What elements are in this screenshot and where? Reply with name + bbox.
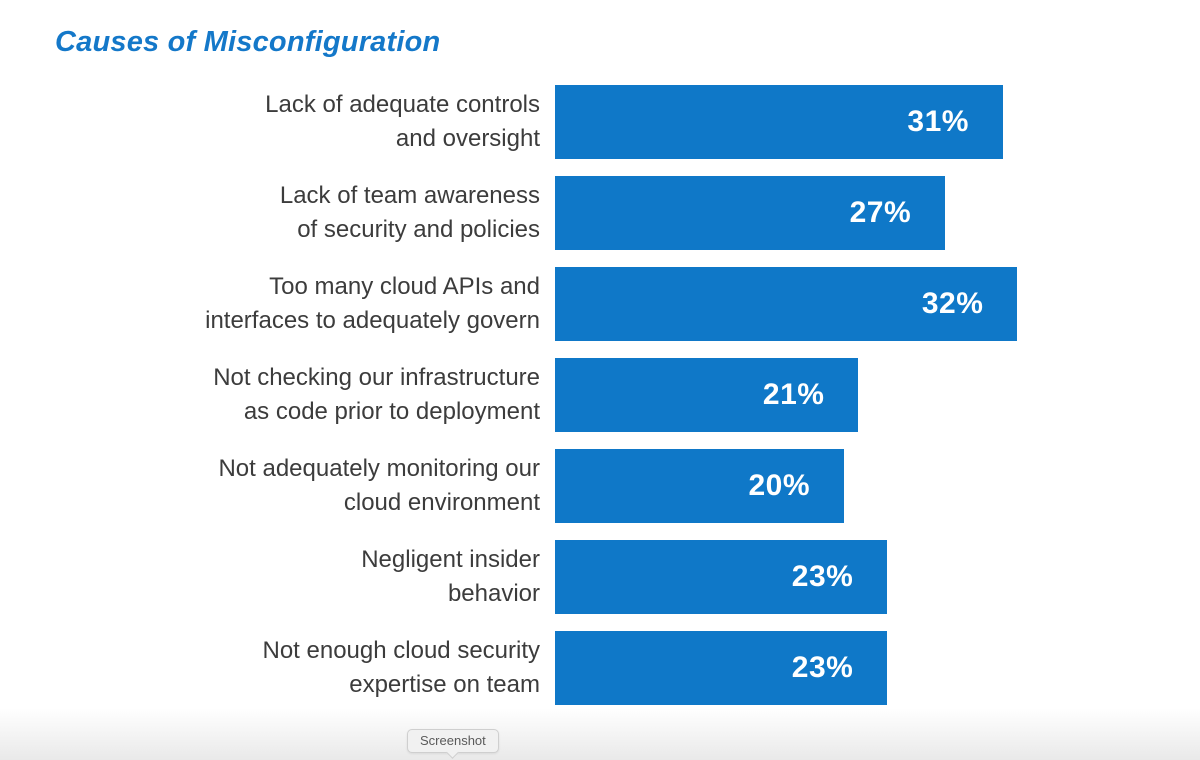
bar: 23% — [555, 631, 888, 705]
category-label: Negligent insider behavior — [0, 540, 555, 614]
bar-value-label: 32% — [921, 287, 984, 320]
category-label-line: Not checking our infrastructure — [213, 364, 540, 391]
bar-value-label: 27% — [849, 196, 912, 229]
bar: 23% — [555, 540, 888, 614]
bar-row: Lack of team awareness of security and po… — [0, 176, 1200, 250]
bar-row: Not adequately monitoring our cloud envir… — [0, 449, 1200, 523]
category-label: Not enough cloud security expertise on te… — [0, 631, 555, 705]
bar-row: Not checking our infrastructure as code p… — [0, 358, 1200, 432]
bar-row: Negligent insider behavior 23% — [0, 540, 1200, 614]
bar: 27% — [555, 176, 946, 250]
category-label-line: as code prior to deployment — [243, 398, 540, 425]
bar: 20% — [555, 449, 844, 523]
category-label-line: expertise on team — [349, 671, 540, 698]
screenshot-tooltip-label: Screenshot — [420, 733, 486, 748]
category-label: Not checking our infrastructure as code p… — [0, 358, 555, 432]
bar-chart: Lack of adequate controls and oversight 3… — [0, 85, 1200, 705]
category-label-line: behavior — [447, 580, 540, 607]
bar: 21% — [555, 358, 859, 432]
category-label: Lack of adequate controls and oversight — [0, 85, 555, 159]
category-label-line: of security and policies — [297, 216, 540, 243]
bar-area: 31% — [555, 85, 1200, 159]
category-label-line: Lack of team awareness — [279, 182, 540, 209]
bar-area: 23% — [555, 540, 1200, 614]
bar-area: 32% — [555, 267, 1200, 341]
bar-value-label: 31% — [907, 105, 969, 138]
bar-area: 23% — [555, 631, 1200, 705]
category-label-line: Lack of adequate controls — [265, 91, 540, 118]
category-label-line: interfaces to adequately govern — [205, 307, 540, 334]
category-label: Too many cloud APIs and interfaces to ade… — [0, 267, 555, 341]
bar-row: Not enough cloud security expertise on te… — [0, 631, 1200, 705]
bar-value-label: 21% — [762, 378, 825, 411]
bottom-gradient-strip — [0, 708, 1200, 760]
bar-area: 27% — [555, 176, 1200, 250]
category-label: Lack of team awareness of security and po… — [0, 176, 555, 250]
bar-value-label: 20% — [748, 469, 810, 502]
bar: 32% — [555, 267, 1018, 341]
chart-title: Causes of Misconfiguration — [55, 26, 441, 58]
category-label-line: cloud environment — [343, 489, 540, 516]
screenshot-tooltip: Screenshot — [407, 729, 499, 759]
category-label-line: Not enough cloud security — [262, 637, 541, 664]
category-label-line: Too many cloud APIs and — [269, 273, 540, 300]
category-label-line: Not adequately monitoring our — [218, 455, 540, 482]
bar-value-label: 23% — [791, 651, 854, 684]
bar-area: 21% — [555, 358, 1200, 432]
bar-value-label: 23% — [791, 560, 854, 593]
category-label-line: Negligent insider — [361, 546, 540, 573]
category-label-line: and oversight — [395, 125, 540, 152]
bar-area: 20% — [555, 449, 1200, 523]
category-label: Not adequately monitoring our cloud envir… — [0, 449, 555, 523]
bar: 31% — [555, 85, 1003, 159]
bar-row: Too many cloud APIs and interfaces to ade… — [0, 267, 1200, 341]
bar-row: Lack of adequate controls and oversight 3… — [0, 85, 1200, 159]
